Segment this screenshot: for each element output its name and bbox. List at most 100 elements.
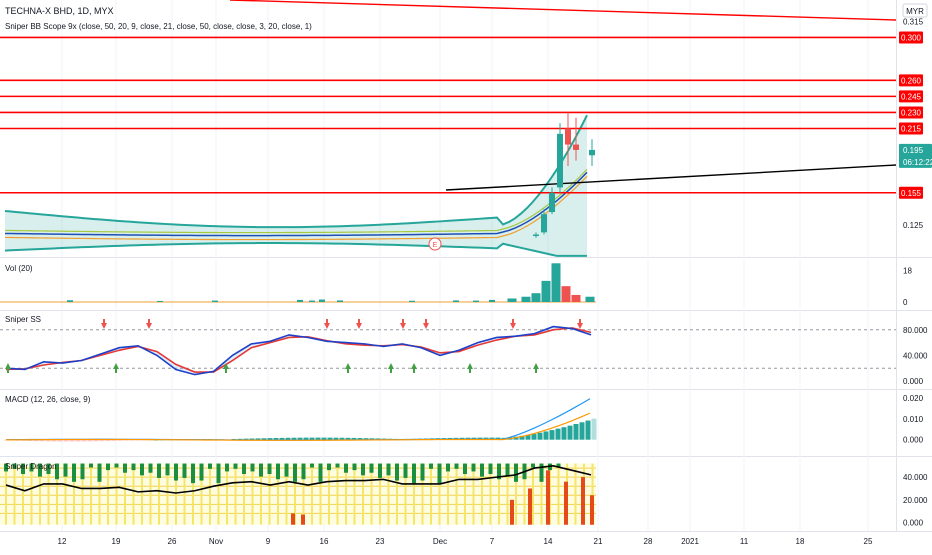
- volume-tick-label: 18: [903, 266, 912, 275]
- dragon-green-bar: [505, 463, 510, 477]
- volume-bar: [453, 300, 459, 302]
- dragon-green-bar: [46, 463, 51, 475]
- macd-tick-label: 0.000: [903, 436, 924, 445]
- dragon-green-bar: [38, 463, 42, 477]
- macd-tick-label: 0.020: [903, 394, 924, 403]
- dragon-green-bar: [514, 463, 518, 482]
- stoch-fill: [6, 326, 591, 375]
- x-tick-label: 19: [112, 537, 121, 546]
- volume-bar: [551, 263, 561, 302]
- dragon-green-bar: [131, 463, 136, 471]
- candle-body: [557, 133, 563, 188]
- bollinger-upper-line: [4, 114, 588, 229]
- macd-histogram-bar: [3, 439, 9, 441]
- level-badge-label: 0.260: [901, 76, 922, 85]
- macd-histogram-bar: [237, 438, 243, 440]
- macd-histogram-bar: [339, 437, 345, 440]
- dragon-green-bar: [242, 463, 246, 475]
- dragon-green-bar: [488, 463, 493, 475]
- dragon-green-bar: [165, 463, 170, 476]
- level-badge: [899, 31, 923, 44]
- dragon-red-bar: [546, 470, 550, 525]
- dragon-red-bar: [510, 499, 514, 525]
- event-marker-label: E: [433, 242, 438, 249]
- x-tick-label: 28: [644, 537, 653, 546]
- macd-title: MACD (12, 26, close, 9): [5, 395, 91, 404]
- x-tick-label: Dec: [433, 537, 447, 546]
- trend-line-black: [445, 164, 897, 191]
- dragon-green-bar: [29, 463, 34, 472]
- sell-arrow: [577, 319, 583, 329]
- volume-panel[interactable]: [0, 263, 596, 303]
- sell-arrow: [146, 319, 152, 329]
- stoch-tick-label: 0.000: [903, 377, 924, 386]
- dragon-green-bar: [208, 463, 212, 469]
- level-badge: [899, 122, 923, 135]
- dragon-green-bar: [437, 463, 442, 484]
- macd-histogram-bar: [555, 428, 561, 440]
- dragon-green-bar: [89, 463, 93, 468]
- volume-bar: [521, 296, 531, 302]
- macd-histogram-bar: [309, 437, 315, 440]
- dragon-green-bar: [259, 463, 263, 477]
- sniper-dragon-panel[interactable]: [0, 463, 596, 525]
- macd-histogram-bar: [345, 437, 351, 440]
- price-tick-label: 0.315: [903, 17, 924, 26]
- dragon-green-bar: [318, 463, 323, 482]
- macd-histogram-bar: [267, 438, 273, 440]
- volume-bar: [541, 280, 551, 302]
- sniper-ss-panel[interactable]: [0, 319, 896, 376]
- sell-arrow: [423, 319, 429, 329]
- dragon-tick-label: 40.000: [903, 473, 928, 482]
- volume-bar: [309, 300, 315, 302]
- panel-separators: [0, 0, 932, 532]
- dragon-green-bar: [361, 463, 365, 476]
- level-badge: [899, 186, 923, 199]
- sell-arrow: [400, 319, 406, 329]
- x-tick-label: 23: [376, 537, 385, 546]
- macd-histogram-bar: [483, 437, 489, 440]
- dragon-green-bar: [123, 463, 127, 473]
- x-tick-label: 16: [320, 537, 329, 546]
- candle-body: [533, 234, 539, 237]
- sell-arrow: [101, 319, 107, 329]
- dragon-green-bar: [327, 463, 331, 471]
- candle-body: [565, 128, 571, 145]
- dragon-green-bar: [250, 463, 255, 472]
- dragon-green-bar: [471, 463, 476, 472]
- moving-average-green: [4, 168, 588, 234]
- x-tick-label: 14: [544, 537, 553, 546]
- x-tick-label: 18: [796, 537, 805, 546]
- macd-histogram-bar: [549, 430, 555, 440]
- currency-badge[interactable]: [902, 3, 928, 18]
- macd-histogram-bar: [105, 439, 111, 442]
- candle-body: [541, 214, 547, 233]
- macd-histogram-bar: [297, 437, 303, 440]
- macd-histogram-bar: [69, 439, 75, 442]
- macd-histogram-bar: [519, 435, 525, 440]
- volume-bar: [409, 300, 415, 302]
- trend-line-red: [229, 0, 897, 21]
- volume-tick-label: 0: [903, 298, 908, 307]
- x-tick-label: 9: [266, 537, 271, 546]
- macd-histogram-bar: [261, 438, 267, 440]
- price-panel[interactable]: E: [0, 0, 897, 257]
- macd-histogram-bar: [363, 438, 369, 440]
- volume-bar: [489, 299, 495, 302]
- level-badge: [899, 74, 923, 87]
- macd-panel[interactable]: [3, 398, 597, 442]
- macd-histogram-bar: [591, 418, 597, 440]
- macd-histogram-bar: [243, 438, 249, 440]
- dragon-red-bar: [301, 514, 305, 525]
- x-tick-label: Nov: [209, 537, 223, 546]
- volume-bar: [561, 286, 571, 302]
- dragon-green-bar: [531, 463, 535, 468]
- level-badge-label: 0.155: [901, 189, 922, 198]
- dragon-green-bar: [556, 463, 561, 468]
- buy-arrow: [533, 363, 539, 373]
- dragon-green-bar: [199, 463, 204, 481]
- dragon-green-bar: [335, 463, 340, 468]
- macd-histogram-bar: [27, 439, 33, 442]
